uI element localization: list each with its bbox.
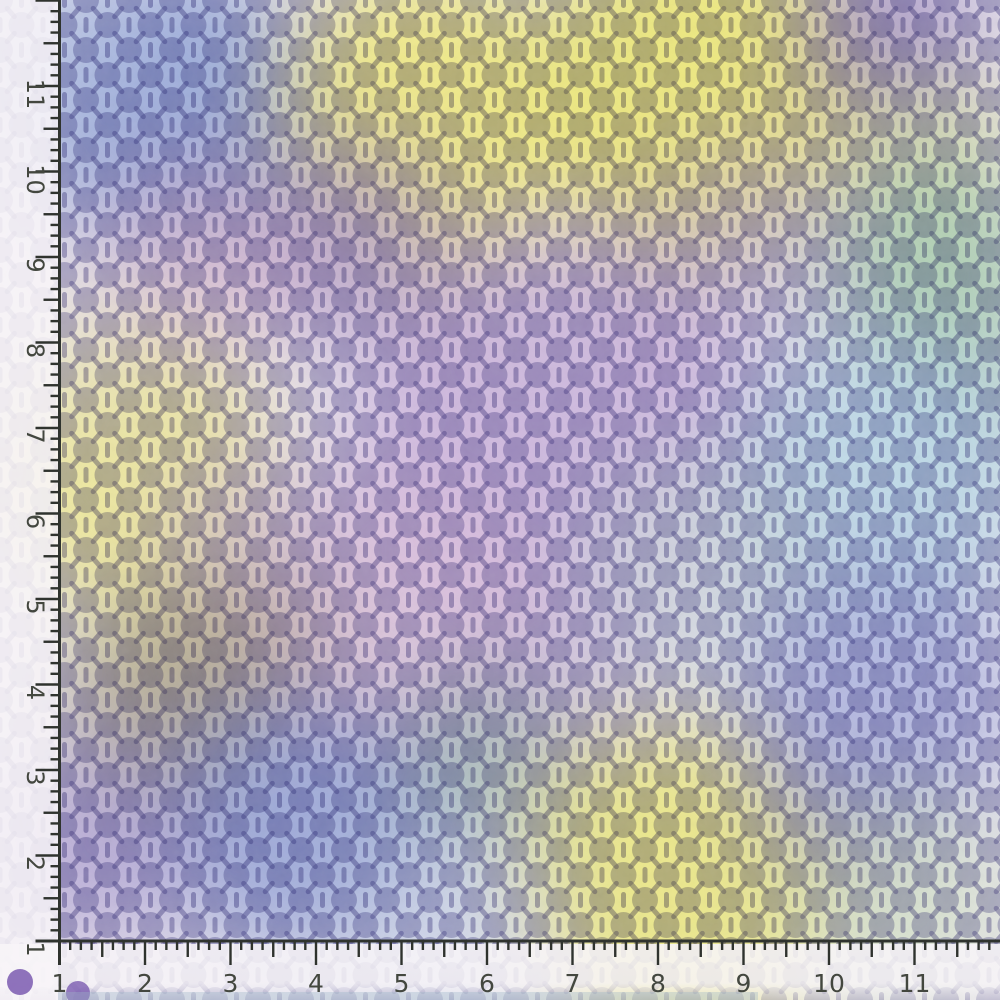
ruler-number: 4	[308, 969, 324, 998]
bottom-ruler: 1 2 3 4 5 6 7 8 9 10 11	[35, 939, 1000, 998]
ruler-number: 7	[565, 969, 581, 998]
ruler-number: 1	[52, 969, 68, 998]
bottom-selvage-strip	[0, 944, 1000, 1000]
ruler-number: 11	[21, 79, 49, 110]
ruler-number: 11	[899, 969, 931, 998]
ruler-number: 8	[650, 969, 666, 998]
ruler-number: 1	[21, 941, 49, 956]
left-ruler: 1 2 3 4 5 6 7 8 9 10 11	[21, 0, 61, 965]
ruler-number: 6	[21, 514, 49, 529]
ruler-number: 10	[21, 164, 49, 195]
ruler-number: 2	[137, 969, 153, 998]
ruler-number: 8	[21, 343, 49, 358]
ruler-number: 4	[21, 685, 49, 700]
ruler-number: 6	[479, 969, 495, 998]
ruler-number: 5	[21, 599, 49, 614]
ruler-number: 9	[21, 257, 49, 272]
ruler-number: 5	[394, 969, 410, 998]
ruler-number: 9	[736, 969, 752, 998]
corner-purple-dot	[7, 969, 33, 995]
left-selvage-strip	[0, 0, 58, 1000]
ruler-number: 10	[813, 969, 845, 998]
ruler-number: 2	[21, 856, 49, 871]
ruler-number: 7	[21, 428, 49, 443]
ruler-number: 3	[223, 969, 239, 998]
ruler-number: 3	[21, 770, 49, 785]
bottom-edge-tint	[58, 992, 758, 1000]
corner-purple-dot	[66, 981, 90, 1000]
